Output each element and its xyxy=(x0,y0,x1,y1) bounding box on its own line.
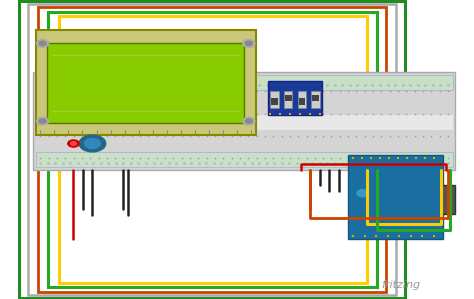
Bar xyxy=(36,152,453,167)
Circle shape xyxy=(79,135,106,152)
Circle shape xyxy=(36,39,49,47)
Bar xyxy=(47,43,244,123)
Bar xyxy=(270,91,279,108)
Bar xyxy=(36,115,453,130)
Circle shape xyxy=(39,41,46,45)
Circle shape xyxy=(243,39,255,47)
Bar xyxy=(312,95,319,101)
Text: fritzing: fritzing xyxy=(381,280,420,290)
Bar xyxy=(19,1,405,298)
Bar xyxy=(311,91,320,108)
Bar xyxy=(36,30,256,135)
Circle shape xyxy=(36,117,49,125)
Bar xyxy=(298,91,306,108)
Bar xyxy=(285,95,292,101)
Bar xyxy=(284,91,292,108)
Bar xyxy=(441,185,455,214)
Circle shape xyxy=(84,138,100,149)
Circle shape xyxy=(39,119,46,123)
Bar xyxy=(33,72,455,170)
Circle shape xyxy=(246,119,252,123)
Circle shape xyxy=(243,117,255,125)
Circle shape xyxy=(71,142,76,145)
Bar xyxy=(299,98,305,105)
Circle shape xyxy=(246,41,252,45)
Circle shape xyxy=(357,190,368,197)
Bar xyxy=(28,4,396,295)
Circle shape xyxy=(68,140,79,147)
Bar xyxy=(271,98,278,105)
Bar xyxy=(59,16,367,283)
Bar xyxy=(38,7,386,292)
Bar xyxy=(348,155,443,239)
Bar xyxy=(48,12,377,287)
Bar xyxy=(36,75,453,90)
Bar xyxy=(268,81,322,115)
